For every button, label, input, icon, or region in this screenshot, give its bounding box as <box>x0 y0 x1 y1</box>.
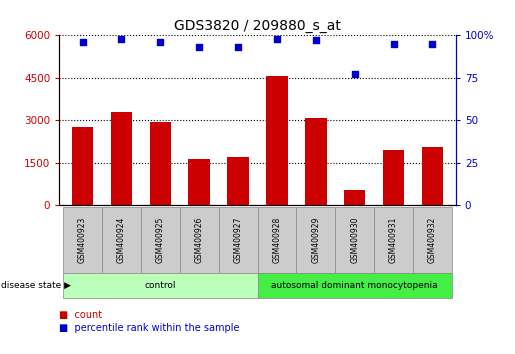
Point <box>273 36 281 42</box>
Bar <box>374 207 413 273</box>
Bar <box>72 127 93 205</box>
Bar <box>266 76 288 205</box>
Bar <box>344 190 365 205</box>
Bar <box>111 112 132 205</box>
Bar <box>383 150 404 205</box>
Point <box>428 41 437 47</box>
Text: GSM400927: GSM400927 <box>234 217 243 263</box>
Bar <box>258 207 296 273</box>
Point <box>78 39 87 45</box>
Text: GSM400924: GSM400924 <box>117 217 126 263</box>
Title: GDS3820 / 209880_s_at: GDS3820 / 209880_s_at <box>174 19 341 33</box>
Bar <box>227 157 249 205</box>
Bar <box>102 207 141 273</box>
Text: GSM400928: GSM400928 <box>272 217 281 263</box>
Point <box>195 45 203 50</box>
Bar <box>413 207 452 273</box>
Bar <box>141 207 180 273</box>
Bar <box>422 147 443 205</box>
Bar <box>150 122 171 205</box>
Text: GSM400925: GSM400925 <box>156 217 165 263</box>
Point <box>234 45 242 50</box>
Text: ■  percentile rank within the sample: ■ percentile rank within the sample <box>59 323 239 333</box>
Point <box>117 36 126 42</box>
Bar <box>258 273 452 298</box>
Bar <box>296 207 335 273</box>
Bar <box>188 159 210 205</box>
Text: GSM400926: GSM400926 <box>195 217 204 263</box>
Text: ■  count: ■ count <box>59 310 102 320</box>
Text: disease state ▶: disease state ▶ <box>1 281 71 290</box>
Point <box>389 41 398 47</box>
Point <box>351 72 359 77</box>
Bar <box>63 207 102 273</box>
Text: GSM400931: GSM400931 <box>389 217 398 263</box>
Text: GSM400929: GSM400929 <box>311 217 320 263</box>
Text: GSM400923: GSM400923 <box>78 217 87 263</box>
Text: GSM400930: GSM400930 <box>350 217 359 263</box>
Text: GSM400932: GSM400932 <box>428 217 437 263</box>
Point <box>312 38 320 43</box>
Bar <box>219 207 258 273</box>
Bar <box>335 207 374 273</box>
Bar <box>305 118 327 205</box>
Bar <box>63 273 258 298</box>
Text: control: control <box>145 281 176 290</box>
Bar <box>180 207 219 273</box>
Text: autosomal dominant monocytopenia: autosomal dominant monocytopenia <box>271 281 438 290</box>
Point <box>156 39 164 45</box>
